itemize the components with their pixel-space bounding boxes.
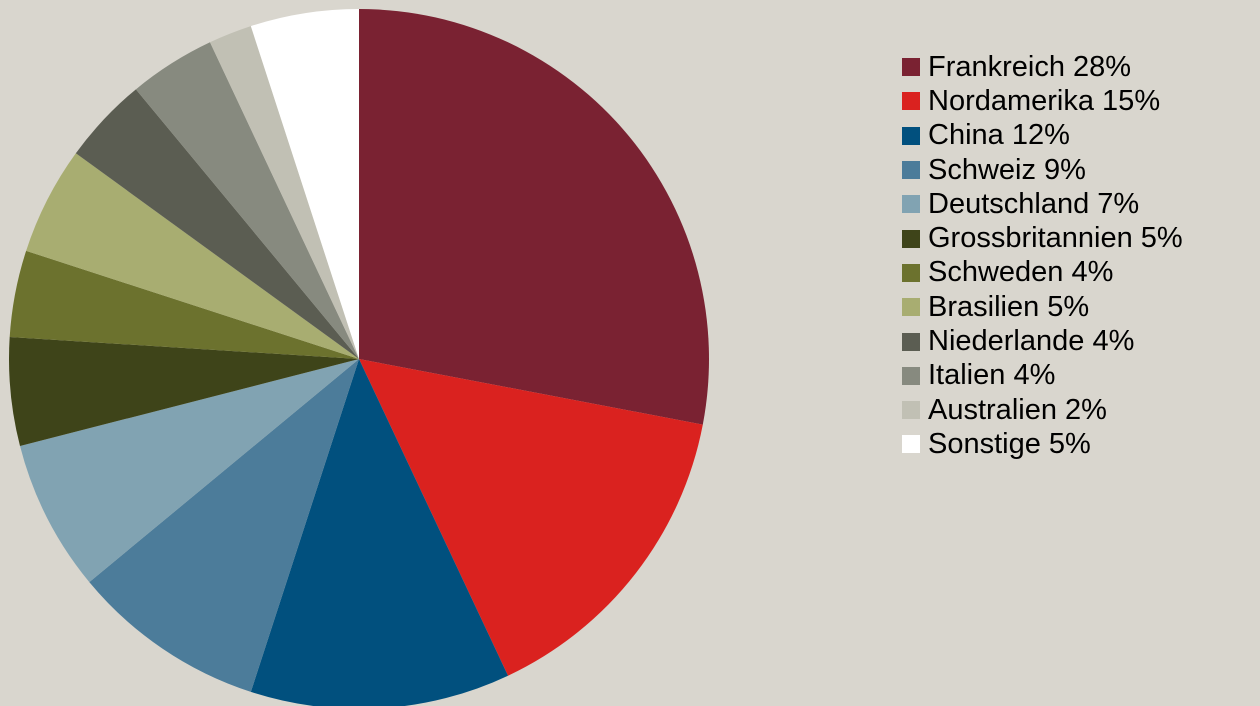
legend-label: Nordamerika 15%: [928, 84, 1161, 117]
legend-item: China 12%: [902, 119, 1183, 153]
pie-slice-9: [135, 42, 359, 360]
legend-item: Brasilien 5%: [902, 290, 1183, 324]
legend-swatch: [902, 229, 920, 248]
legend-item: Schweden 4%: [902, 256, 1183, 290]
pie-slice-2: [250, 359, 509, 706]
pie-slice-0: [359, 9, 709, 425]
pie-slice-7: [26, 153, 359, 359]
legend-swatch: [902, 92, 920, 111]
pie-chart: [9, 9, 709, 706]
legend-swatch: [902, 126, 920, 145]
pie-slice-11: [250, 9, 359, 359]
legend-swatch: [902, 435, 920, 454]
pie-slice-1: [359, 359, 703, 676]
legend-item: Nordamerika 15%: [902, 84, 1183, 118]
pie-slice-5: [9, 337, 359, 447]
legend-label: Schweden 4%: [928, 256, 1114, 289]
pie-slice-10: [209, 26, 359, 359]
legend-item: Italien 4%: [902, 359, 1183, 393]
legend-label: Sonstige 5%: [928, 427, 1091, 460]
pie-slice-8: [75, 89, 359, 359]
legend-label: Italien 4%: [928, 359, 1056, 392]
legend-swatch: [902, 161, 920, 180]
legend-item: Deutschland 7%: [902, 187, 1183, 221]
legend-swatch: [902, 366, 920, 385]
legend: Frankreich 28% Nordamerika 15% China 12% Sc…: [902, 50, 1183, 462]
legend-swatch: [902, 263, 920, 282]
legend-label: Schweiz 9%: [928, 153, 1086, 186]
pie-slice-4: [20, 359, 359, 583]
legend-item: Frankreich 28%: [902, 50, 1183, 84]
legend-swatch: [902, 195, 920, 214]
legend-label: Australien 2%: [928, 393, 1107, 426]
legend-label: China 12%: [928, 119, 1070, 152]
legend-swatch: [902, 401, 920, 420]
legend-swatch: [902, 298, 920, 317]
legend-item: Schweiz 9%: [902, 153, 1183, 187]
legend-label: Frankreich 28%: [928, 50, 1132, 83]
legend-label: Niederlande 4%: [928, 325, 1135, 358]
pie-slice-3: [89, 359, 359, 692]
legend-label: Deutschland 7%: [928, 187, 1140, 220]
legend-item: Grossbritannien 5%: [902, 221, 1183, 255]
legend-item: Sonstige 5%: [902, 427, 1183, 461]
legend-label: Grossbritannien 5%: [928, 222, 1183, 255]
legend-swatch: [902, 58, 920, 77]
legend-item: Australien 2%: [902, 393, 1183, 427]
legend-label: Brasilien 5%: [928, 290, 1090, 323]
legend-item: Niederlande 4%: [902, 324, 1183, 358]
legend-swatch: [902, 332, 920, 351]
pie-slice-6: [9, 250, 359, 359]
